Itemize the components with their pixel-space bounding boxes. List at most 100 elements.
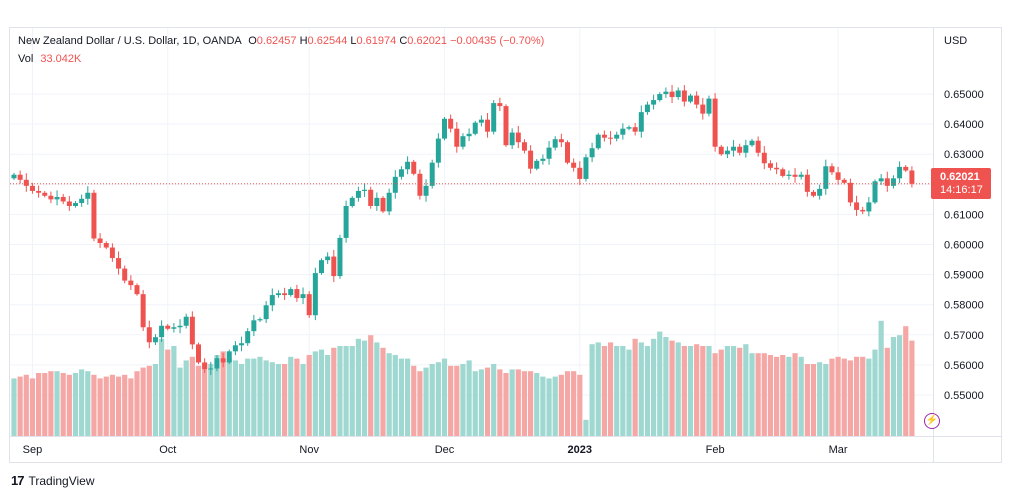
volume-bar [85,371,91,436]
volume-bar [189,356,195,436]
volume-bar [472,371,478,436]
candle-body [171,327,177,329]
currency-label[interactable]: USD [944,35,968,47]
candle-body [644,104,650,113]
candle-body [872,181,878,203]
candle-body [694,95,700,105]
volume-bar [368,335,374,436]
price-tick-label: 0.60000 [944,240,984,252]
candle-body [134,285,140,295]
candle-body [614,134,620,139]
volume-bar [441,358,448,436]
volume-bar [115,376,122,436]
volume-label[interactable]: Vol [18,53,34,65]
volume-bar [398,358,405,436]
time-tick-label: Dec [435,444,455,456]
candle-body [423,185,429,196]
volume-bar [454,365,460,436]
candle-body [884,178,890,186]
candle-body [577,167,583,179]
volume-bar [72,373,79,436]
volume-bar [183,360,189,436]
candle-body [755,140,761,153]
candle-body [878,178,884,182]
volume-bar [792,353,798,436]
volume-bar [804,364,810,436]
candle-body [85,192,91,199]
candle-body [608,137,614,139]
candle-body [220,358,226,363]
volume-bar [165,349,171,436]
close-value: 0.62021 [407,35,448,47]
candle-body [854,202,860,210]
candle-body [368,189,374,206]
volume-bar [632,338,638,436]
volume-bar [448,365,454,436]
candle-body [595,134,601,149]
candle-body [362,189,368,191]
volume-bar [177,367,183,436]
time-tick-label: Nov [299,444,319,456]
candle-body [847,182,853,203]
volume-bar [786,356,792,436]
candle-body [275,293,281,296]
volume-bar [737,347,743,436]
candle-body [780,169,786,176]
candle-body [146,327,152,343]
volume-bar [564,371,571,436]
volume-bar [798,356,804,436]
lightning-icon[interactable]: ⚡ [924,413,940,429]
high-label: H [299,35,308,47]
candle-body [159,325,165,338]
candle-body [288,289,294,296]
candle-body [890,178,896,186]
volume-bar [238,364,245,436]
volume-bar [823,364,829,436]
chart-frame [9,27,1002,463]
candle-body [811,191,816,196]
volume-bar [872,349,878,436]
candle-body [36,190,42,193]
volume-bar [675,342,681,436]
volume-bar [11,378,17,436]
volume-bar [515,369,521,436]
symbol-title[interactable]: New Zealand Dollar / U.S. Dollar, 1D, OA… [18,35,242,47]
volume-bar [282,364,288,436]
candle-body [319,260,324,274]
candle-body [503,106,509,146]
candle-body [792,174,798,177]
price-axis[interactable]: 0.650000.640000.630000.620000.610000.600… [944,89,984,402]
time-tick-label: Mar [829,444,848,456]
volume-bar [890,337,897,436]
price-tick-label: 0.63000 [944,149,984,161]
candle-body [909,170,915,184]
volume-bar [232,360,238,436]
candle-body [42,192,48,196]
candle-body [866,202,872,212]
candle-body [294,289,300,299]
volume-bar [712,353,718,436]
volume-value: 33.042K [40,53,82,65]
candle-body [66,201,72,206]
candle-body [817,188,823,196]
volume-bars [11,320,915,436]
volume-bar [380,347,386,436]
tradingview-logo[interactable]: 17 TradingView [11,473,95,488]
time-axis[interactable]: Sep Oct Nov Dec 2023 Feb Mar [23,444,848,456]
candle-body [405,161,411,170]
candle-body [700,104,706,114]
volume-bar [312,351,318,436]
candle-body [841,179,847,183]
volume-bar [91,374,97,436]
candle-body [97,238,103,244]
low-label: L [350,35,357,47]
candle-body [466,133,472,137]
candle-body [54,196,60,200]
candle-body [546,147,552,159]
volume-bar [435,362,441,436]
time-tick-label: Feb [706,444,725,456]
candle-body [29,185,35,191]
volume-bar [755,353,761,436]
volume-bar [853,356,860,436]
